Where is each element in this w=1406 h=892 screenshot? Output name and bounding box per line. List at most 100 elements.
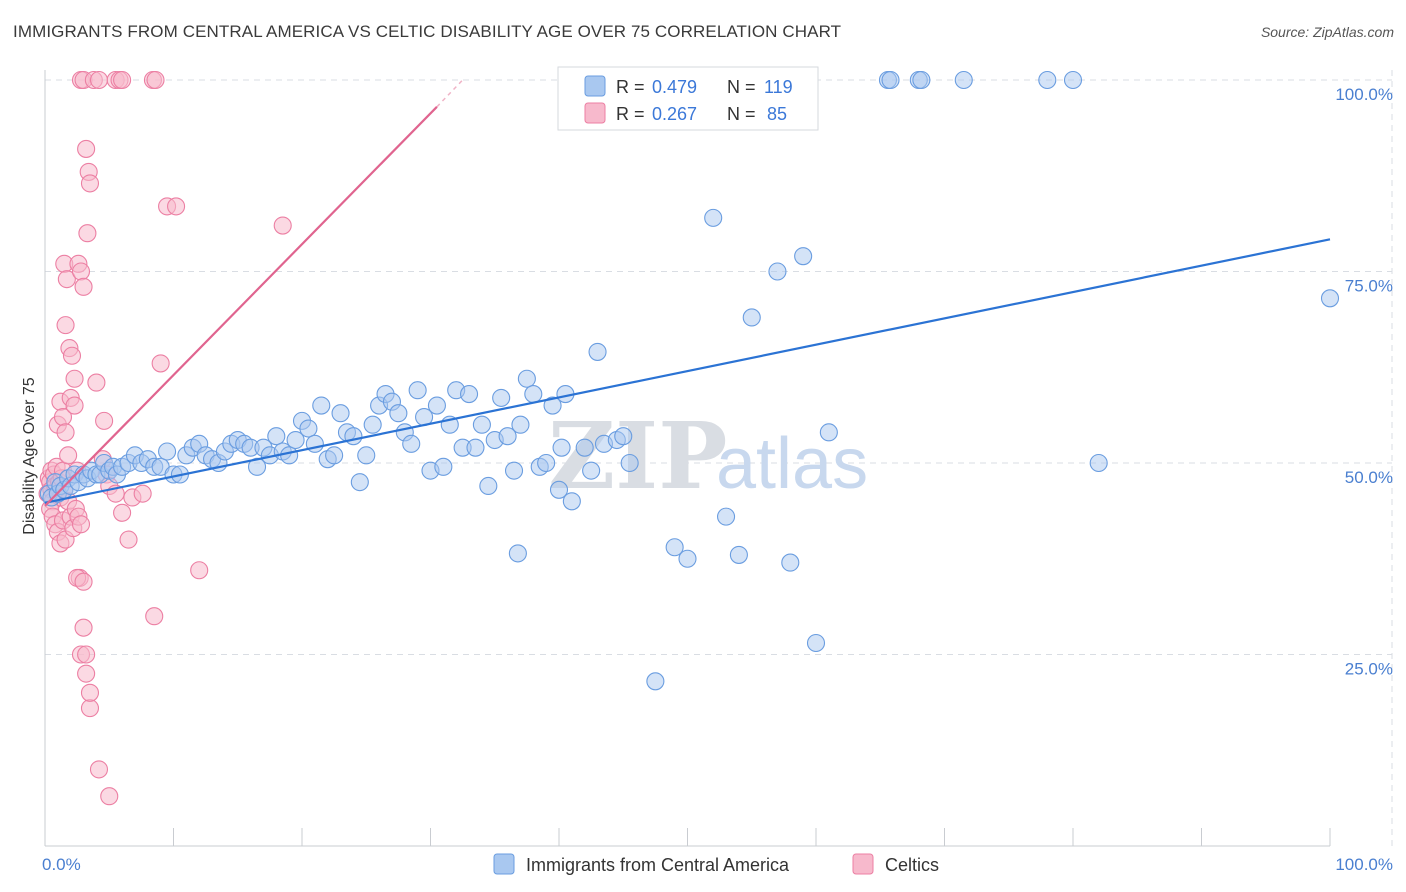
y-axis-label: Disability Age Over 75: [21, 377, 38, 535]
celtics-point: [65, 369, 84, 388]
central-america-point: [511, 415, 530, 434]
central-america-point: [794, 247, 813, 266]
celtics-point: [78, 224, 97, 243]
celtics-point: [56, 316, 75, 335]
central-america-point: [427, 396, 446, 415]
central-america-point: [517, 369, 536, 388]
celtics-point: [77, 139, 96, 158]
legend-swatch-blue: [584, 75, 606, 97]
legend-blue-n-value: 119: [764, 77, 793, 97]
source-credit: Source: ZipAtlas.com: [1260, 24, 1394, 40]
central-america-point: [1063, 70, 1083, 90]
central-america-point: [344, 427, 363, 446]
stats-legend: R = 0.479 N = 119 R = 0.267 N = 85: [557, 66, 819, 131]
central-america-point: [549, 480, 569, 499]
central-america-point: [479, 476, 498, 496]
celtics-point: [56, 423, 75, 442]
chart-title: IMMIGRANTS FROM CENTRAL AMERICA VS CELTI…: [13, 22, 842, 41]
celtics-point: [59, 446, 78, 465]
central-america-point: [665, 538, 684, 557]
central-america-trend-line: [44, 238, 1331, 504]
central-america-point: [325, 446, 344, 465]
celtics-trend-line: [44, 106, 438, 507]
celtics-point: [167, 197, 186, 216]
celtics-point: [145, 607, 164, 626]
central-america-point: [552, 438, 571, 457]
central-america-point: [508, 544, 527, 563]
central-america-point: [543, 396, 562, 415]
celtics-point: [87, 373, 106, 392]
celtics-point: [74, 572, 93, 591]
central-america-point: [466, 438, 485, 457]
central-america-point: [402, 434, 421, 453]
central-america-point: [742, 308, 761, 327]
celtics-point: [71, 262, 91, 281]
celtics-point: [113, 503, 132, 522]
central-america-point: [954, 70, 973, 90]
series-legend: Immigrants from Central America Celtics: [493, 853, 939, 875]
central-america-point: [350, 473, 369, 492]
legend-swatch-pink: [584, 102, 606, 124]
celtics-point: [74, 277, 93, 296]
central-america-point: [881, 70, 900, 90]
bottom-legend-swatch-blue: [493, 853, 515, 875]
central-america-points: [39, 70, 1340, 691]
celtics-point: [273, 216, 292, 235]
celtics-point: [74, 618, 93, 637]
celtics-point: [71, 515, 91, 534]
celtics-point: [95, 411, 114, 430]
legend-pink-r-value: 0.267: [652, 104, 697, 124]
central-america-point: [389, 404, 408, 423]
central-america-point: [806, 633, 826, 653]
central-america-point: [620, 453, 639, 473]
central-america-point: [280, 446, 299, 465]
central-america-point: [537, 453, 556, 473]
celtics-point: [133, 484, 152, 503]
central-america-point: [1038, 70, 1057, 90]
celtics-point: [146, 70, 165, 90]
x-tick-label: 0.0%: [42, 855, 81, 874]
celtics-point: [80, 683, 100, 702]
watermark-atlas: atlas: [716, 424, 868, 504]
central-america-point: [819, 423, 838, 442]
celtics-point: [77, 645, 96, 664]
celtics-point: [65, 396, 84, 415]
central-america-point: [614, 427, 633, 446]
central-america-point: [768, 262, 787, 281]
central-america-point: [459, 385, 479, 404]
central-america-point: [1320, 289, 1340, 308]
legend-blue-n-label: N =: [727, 77, 756, 97]
central-america-point: [498, 427, 517, 446]
legend-blue-r-label: R =: [616, 77, 645, 97]
x-tick-label: 100.0%: [1335, 855, 1393, 874]
central-america-point: [286, 430, 305, 450]
central-america-point: [704, 208, 723, 227]
celtics-trend-extension: [436, 79, 464, 108]
central-america-point: [588, 342, 607, 361]
celtics-points: [38, 70, 292, 806]
celtics-point: [113, 70, 132, 90]
celtics-point: [89, 760, 109, 779]
legend-pink-n-value: 85: [767, 104, 787, 124]
central-america-point: [729, 545, 748, 564]
central-america-point: [562, 492, 581, 511]
central-america-point: [582, 461, 601, 480]
y-tick-label: 100.0%: [1335, 85, 1393, 104]
central-america-point: [492, 388, 511, 407]
central-america-point: [299, 419, 318, 438]
central-america-point: [472, 415, 491, 434]
trend-lines: [44, 79, 1331, 507]
legend-pink-n-label: N =: [727, 104, 756, 124]
x-tick-labels: 0.0% 100.0%: [42, 855, 1393, 874]
central-america-point: [781, 553, 800, 572]
celtics-point: [190, 561, 209, 580]
y-tick-label: 75.0%: [1345, 277, 1393, 296]
celtics-point: [80, 174, 100, 193]
watermark-zip: ZIP: [548, 402, 727, 510]
celtics-point: [77, 664, 96, 683]
central-america-point: [408, 381, 427, 400]
central-america-point: [312, 396, 331, 415]
y-tick-label: 50.0%: [1345, 468, 1393, 487]
central-america-point: [912, 70, 931, 90]
